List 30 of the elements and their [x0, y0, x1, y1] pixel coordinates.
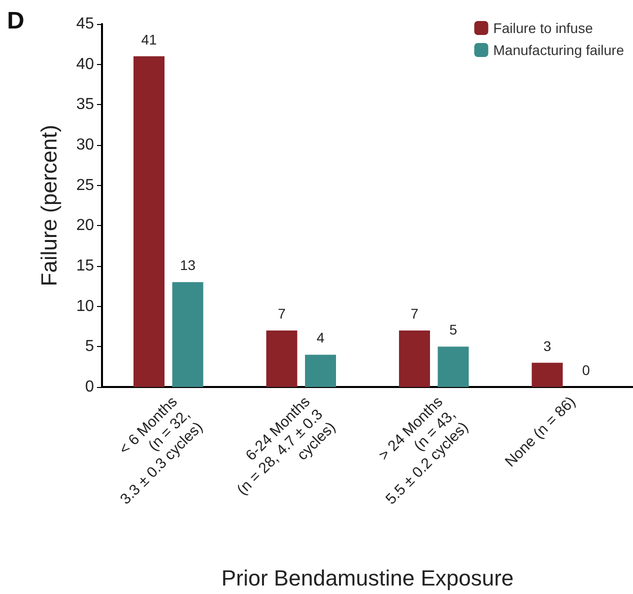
data-label: 5	[449, 322, 458, 338]
bar	[172, 282, 204, 387]
y-tick-label: 25	[76, 176, 94, 194]
data-label: 7	[410, 306, 419, 322]
y-tick-label: 0	[85, 378, 94, 396]
data-label: 4	[316, 330, 325, 346]
data-label: 3	[543, 338, 552, 354]
y-tick-label: 15	[76, 258, 94, 274]
y-tick-label: 20	[76, 217, 94, 234]
y-tick-label: 10	[76, 298, 94, 315]
data-label: 0	[582, 362, 590, 378]
y-tick-label: 40	[76, 56, 94, 73]
bar	[438, 346, 469, 387]
data-label: 13	[180, 257, 196, 274]
data-label: 41	[141, 31, 157, 48]
legend-label: Failure to infuse	[493, 20, 594, 36]
y-tick-label: 5	[85, 338, 94, 356]
bar	[134, 56, 164, 387]
legend-label: Manufacturing failure	[493, 42, 624, 58]
chart-title: D	[7, 8, 24, 34]
bar	[305, 354, 336, 387]
y-tick-label: 35	[76, 96, 94, 114]
x-axis-title: Prior Bendamustine Exposure	[221, 566, 514, 590]
bar	[532, 362, 563, 387]
y-tick-label: 45	[76, 16, 94, 32]
bar	[399, 330, 430, 387]
bar	[266, 330, 298, 387]
data-label: 7	[278, 306, 286, 322]
y-axis-title: Failure (percent)	[36, 124, 62, 286]
y-tick-label: 30	[76, 136, 94, 154]
